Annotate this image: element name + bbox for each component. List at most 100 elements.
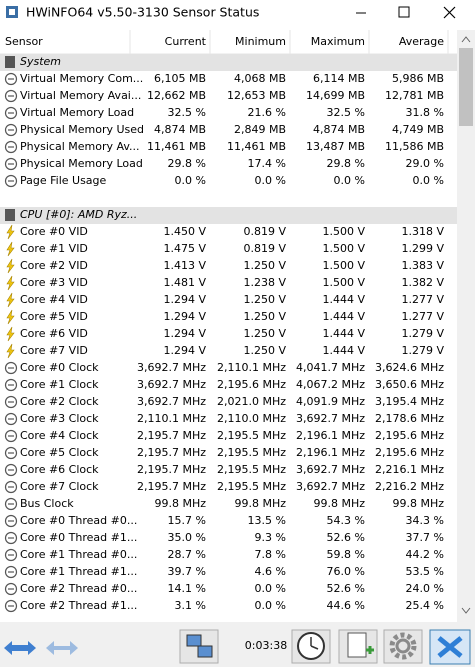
- sensor-value: 0.0 %: [255, 582, 286, 595]
- sensor-list: System Virtual Memory Com... 6,105 MB 4,068…: [0, 54, 457, 613]
- sensor-value: 3,692.7 MHz: [296, 412, 365, 425]
- sensor-value: 3,692.7 MHz: [296, 463, 365, 476]
- clock-button[interactable]: [291, 629, 331, 664]
- sensor-value: 76.0 %: [327, 565, 365, 578]
- sensor-value: 3,692.7 MHz: [296, 480, 365, 493]
- report-button[interactable]: [338, 629, 378, 664]
- sensor-value: 13,487 MB: [306, 140, 365, 153]
- sensor-name: Core #7 VID: [20, 344, 88, 357]
- voltage-icon: [6, 241, 15, 257]
- sensor-value: 4.6 %: [255, 565, 286, 578]
- sensor-value: 2,195.5 MHz: [217, 463, 286, 476]
- sensor-value: 1.481 V: [163, 276, 206, 289]
- maximize-button[interactable]: [398, 6, 410, 18]
- gear-icon: [389, 632, 417, 660]
- close-button[interactable]: [443, 6, 456, 19]
- sensor-value: 99.8 MHz: [392, 497, 444, 510]
- sensor-value: 4,874 MB: [313, 123, 365, 136]
- sensor-value: 11,461 MB: [147, 140, 206, 153]
- sensor-value: 1.500 V: [322, 225, 365, 238]
- sensor-name: Core #5 VID: [20, 310, 88, 323]
- doc-icon: [347, 632, 367, 658]
- sensor-value: 12,781 MB: [385, 89, 444, 102]
- gear-hub: [395, 638, 411, 654]
- column-header-label: Current: [165, 35, 207, 48]
- sensor-value: 2,195.5 MHz: [217, 429, 286, 442]
- window-title: HWiNFO64 v5.50-3130 Sensor Status: [26, 5, 259, 20]
- sensor-name: Core #2 VID: [20, 259, 88, 272]
- sensor-value: 9.3 %: [255, 531, 286, 544]
- sensor-name: Core #1 Thread #1...: [20, 565, 137, 578]
- sensor-name: Virtual Memory Load: [20, 106, 134, 119]
- sensor-value: 2,849 MB: [234, 123, 286, 136]
- sensor-value: 2,110.0 MHz: [217, 412, 286, 425]
- network-button[interactable]: [179, 629, 219, 664]
- group-title: System: [20, 55, 61, 68]
- sensor-value: 15.7 %: [168, 514, 206, 527]
- sensor-name: Core #6 VID: [20, 327, 88, 340]
- sensor-value: 0.0 %: [255, 599, 286, 612]
- sensor-name: Core #0 VID: [20, 225, 88, 238]
- nav-buttons[interactable]: [4, 641, 78, 655]
- sensor-value: 3,624.6 MHz: [375, 361, 444, 374]
- sensor-value: 1.299 V: [401, 242, 444, 255]
- voltage-icon: [6, 326, 15, 342]
- group-icon: [5, 56, 15, 68]
- sensor-name: Core #3 Clock: [20, 412, 99, 425]
- sensor-value: 17.4 %: [248, 157, 286, 170]
- sensor-value: 99.8 MHz: [154, 497, 206, 510]
- sensor-value: 1.250 V: [243, 310, 286, 323]
- arrow-right[interactable]: [20, 641, 36, 655]
- sensor-value: 34.3 %: [406, 514, 444, 527]
- sensor-value: 3,650.6 MHz: [375, 378, 444, 391]
- sensor-value: 1.500 V: [322, 242, 365, 255]
- sensor-value: 12,662 MB: [147, 89, 206, 102]
- voltage-icon: [6, 343, 15, 359]
- sensor-name: Core #3 VID: [20, 276, 88, 289]
- sensor-value: 2,196.1 MHz: [296, 446, 365, 459]
- sensor-value: 44.6 %: [327, 599, 365, 612]
- group-row-bg: [0, 54, 457, 71]
- sensor-value: 44.2 %: [406, 548, 444, 561]
- sensor-value: 24.0 %: [406, 582, 444, 595]
- sensor-value: 2,216.1 MHz: [375, 463, 444, 476]
- sensor-value: 2,216.2 MHz: [375, 480, 444, 493]
- sensor-value: 2,195.5 MHz: [217, 446, 286, 459]
- sensor-value: 37.7 %: [406, 531, 444, 544]
- arrows-collapse[interactable]: [46, 641, 78, 655]
- sensor-name: Physical Memory Load: [20, 157, 143, 170]
- sensor-name: Physical Memory Used: [20, 123, 144, 136]
- sensor-value: 52.6 %: [327, 531, 365, 544]
- sensor-value: 2,110.1 MHz: [137, 412, 206, 425]
- sensor-value: 3,195.4 MHz: [375, 395, 444, 408]
- scroll-up[interactable]: [461, 36, 471, 43]
- settings-button[interactable]: [383, 629, 423, 664]
- sensor-name: Physical Memory Av...: [20, 140, 140, 153]
- sensor-value: 1.444 V: [322, 293, 365, 306]
- sensor-value: 2,195.7 MHz: [137, 429, 206, 442]
- sensor-value: 0.0 %: [334, 174, 365, 187]
- arrow-left[interactable]: [4, 641, 20, 655]
- sensor-value: 2,195.7 MHz: [137, 446, 206, 459]
- sensor-value: 1.279 V: [401, 344, 444, 357]
- sensor-value: 32.5 %: [168, 106, 206, 119]
- sensor-value: 2,110.1 MHz: [217, 361, 286, 374]
- sensor-value: 0.819 V: [243, 242, 286, 255]
- sensor-name: Core #1 Clock: [20, 378, 99, 391]
- sensor-value: 1.450 V: [163, 225, 206, 238]
- scroll-down[interactable]: [461, 607, 471, 614]
- close-sensors-button[interactable]: [429, 629, 471, 665]
- sensor-value: 59.8 %: [327, 548, 365, 561]
- sensor-value: 14.1 %: [168, 582, 206, 595]
- sensor-value: 0.819 V: [243, 225, 286, 238]
- sensor-value: 53.5 %: [406, 565, 444, 578]
- scrollbar[interactable]: [457, 30, 475, 622]
- sensor-value: 2,195.7 MHz: [137, 480, 206, 493]
- sensor-value: 1.250 V: [243, 259, 286, 272]
- sensor-value: 1.294 V: [163, 344, 206, 357]
- scroll-thumb[interactable]: [459, 48, 473, 126]
- sensor-value: 99.8 MHz: [234, 497, 286, 510]
- elapsed-time: 0:03:38: [245, 639, 287, 652]
- monitor-icon: [186, 634, 202, 647]
- sensor-value: 4,874 MB: [154, 123, 206, 136]
